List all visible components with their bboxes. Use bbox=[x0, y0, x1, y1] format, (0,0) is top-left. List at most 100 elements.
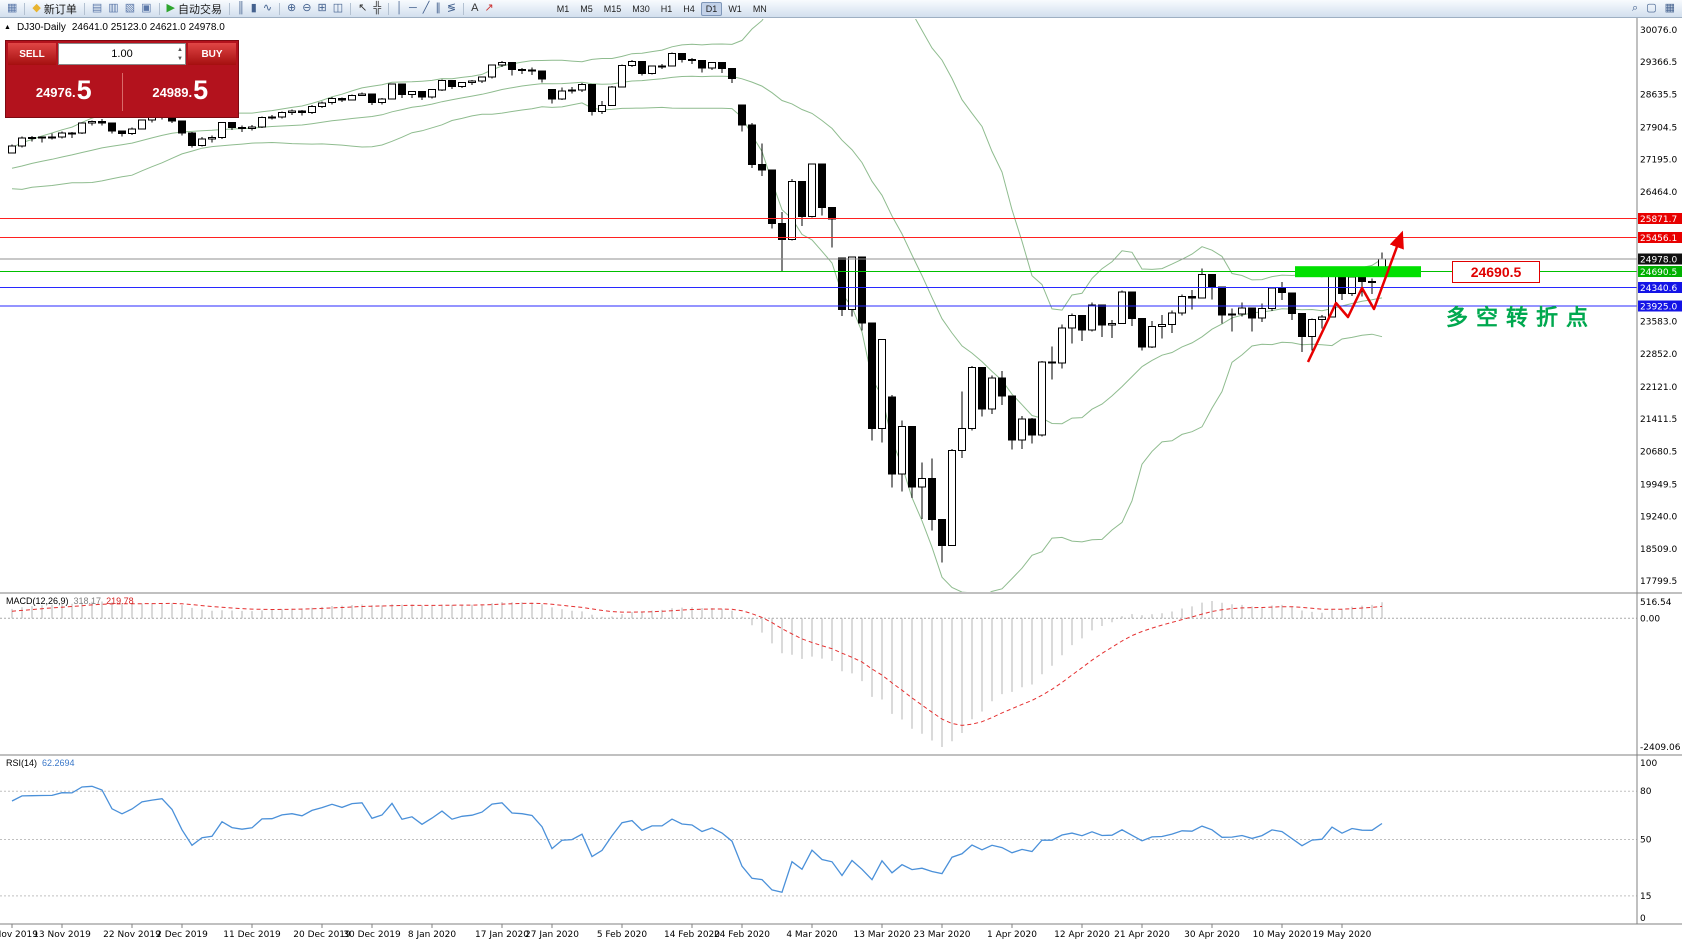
macd-name: MACD(12,26,9) bbox=[6, 596, 69, 606]
svg-text:20680.5: 20680.5 bbox=[1640, 448, 1677, 458]
svg-text:25871.7: 25871.7 bbox=[1640, 215, 1677, 225]
vertical-line-icon[interactable]: │ bbox=[393, 1, 406, 16]
arrow-tool-icon-glyph: ↗ bbox=[484, 2, 494, 14]
svg-text:0.00: 0.00 bbox=[1640, 614, 1660, 624]
svg-text:22852.0: 22852.0 bbox=[1640, 350, 1677, 360]
trendline-icon-glyph: ╱ bbox=[422, 2, 430, 14]
timeframe-m15[interactable]: M15 bbox=[603, 3, 622, 14]
svg-text:21411.5: 21411.5 bbox=[1640, 415, 1677, 425]
volume-up-button[interactable]: ▲ bbox=[177, 46, 183, 53]
svg-text:23 Mar 2020: 23 Mar 2020 bbox=[913, 930, 970, 940]
market-watch-icon[interactable]: ▤ bbox=[89, 1, 105, 16]
terminal-icon[interactable]: ▣ bbox=[138, 1, 154, 16]
chart-marker-icon: ▲ bbox=[4, 24, 11, 31]
zoom-in-icon[interactable]: ⊕ bbox=[284, 1, 299, 16]
line-chart-type-icon[interactable]: ∿ bbox=[260, 1, 275, 16]
toolbar-separator bbox=[350, 2, 352, 15]
timeframe-m30[interactable]: M30 bbox=[632, 3, 650, 14]
buy-price-main: 24989. bbox=[152, 84, 193, 100]
data-window-icon[interactable]: ▥ bbox=[105, 1, 121, 16]
auto-trading-button[interactable]: ▶ 自动交易 bbox=[164, 1, 225, 16]
buy-price[interactable]: 24989. 5 bbox=[123, 67, 239, 117]
crosshair-icon[interactable]: ╬ bbox=[370, 1, 384, 16]
macd-plot bbox=[0, 601, 1637, 747]
trendline-icon[interactable]: ╱ bbox=[420, 1, 433, 16]
svg-text:11 Dec 2019: 11 Dec 2019 bbox=[223, 930, 281, 940]
svg-text:6 Nov 2019: 6 Nov 2019 bbox=[0, 930, 38, 940]
timeframe-d1[interactable]: D1 bbox=[700, 1, 723, 16]
svg-text:50: 50 bbox=[1640, 836, 1652, 846]
svg-text:17799.5: 17799.5 bbox=[1640, 577, 1677, 587]
svg-text:24978.0: 24978.0 bbox=[1640, 255, 1677, 265]
tile-windows-icon[interactable]: ◫ bbox=[330, 1, 346, 16]
channel-icon[interactable]: ∥ bbox=[432, 1, 444, 16]
navigator-icon[interactable]: ▧ bbox=[122, 1, 138, 16]
svg-text:25456.1: 25456.1 bbox=[1640, 234, 1677, 244]
svg-text:27195.0: 27195.0 bbox=[1640, 155, 1677, 165]
timeframe-switcher: M1 M5 M15 M30 H1 H4 D1 W1 MN bbox=[552, 1, 772, 16]
svg-text:28635.5: 28635.5 bbox=[1640, 91, 1677, 101]
svg-text:23925.0: 23925.0 bbox=[1640, 303, 1677, 313]
symbol-timeframe-label: DJ30-Daily bbox=[16, 22, 66, 33]
new-order-button[interactable]: ◆ 新订单 bbox=[29, 1, 79, 16]
horizontal-line-icon[interactable]: ─ bbox=[406, 1, 420, 16]
layout-icon[interactable]: ▦ bbox=[1662, 1, 1678, 16]
svg-text:13 Mar 2020: 13 Mar 2020 bbox=[853, 930, 910, 940]
bar-chart-type-icon[interactable]: ║ bbox=[234, 1, 248, 16]
new-window-icon[interactable]: ▢ bbox=[1643, 1, 1659, 16]
price-axis[interactable]: 30076.0 29366.5 28635.5 27904.5 27195.0 26464… bbox=[0, 18, 1682, 925]
timeframe-w1[interactable]: W1 bbox=[728, 3, 742, 14]
auto-trading-button-label: 自动交易 bbox=[177, 3, 222, 16]
buy-price-pips: 5 bbox=[193, 74, 209, 105]
annotation-text: 多空转折点 bbox=[1446, 305, 1597, 330]
svg-text:15: 15 bbox=[1640, 892, 1651, 902]
arrow-tool-icon[interactable]: ↗ bbox=[481, 1, 496, 16]
toolbar-separator bbox=[228, 2, 230, 15]
auto-trading-button-glyph: ▶ bbox=[166, 2, 175, 14]
search-icon[interactable]: ⌕ bbox=[1629, 1, 1641, 16]
navigator-icon-glyph: ▧ bbox=[124, 2, 136, 14]
sell-price[interactable]: 24976. 5 bbox=[6, 67, 122, 117]
svg-text:30 Apr 2020: 30 Apr 2020 bbox=[1184, 930, 1240, 940]
svg-text:17 Jan 2020: 17 Jan 2020 bbox=[475, 930, 529, 940]
timeframe-mn[interactable]: MN bbox=[752, 3, 767, 14]
timeframe-h4[interactable]: H4 bbox=[683, 3, 695, 14]
fibonacci-icon[interactable]: ≶ bbox=[444, 1, 459, 16]
macd-indicator-label: MACD(12,26,9) 318.17 219.78 bbox=[6, 596, 134, 606]
grid-icon[interactable]: ⊞ bbox=[314, 1, 329, 16]
svg-text:27904.5: 27904.5 bbox=[1640, 123, 1677, 133]
svg-text:516.54: 516.54 bbox=[1640, 598, 1672, 608]
fibonacci-icon-glyph: ≶ bbox=[446, 2, 457, 14]
candles bbox=[8, 52, 1386, 563]
svg-text:30 Dec 2019: 30 Dec 2019 bbox=[343, 930, 401, 940]
buy-button[interactable]: BUY bbox=[188, 43, 236, 65]
market-watch-icon-glyph: ▤ bbox=[91, 2, 103, 14]
zoom-out-icon-glyph: ⊖ bbox=[302, 2, 312, 14]
macd-main-value: 318.17 bbox=[73, 596, 102, 606]
volume-field[interactable]: 1.00 ▲ ▼ bbox=[58, 43, 186, 65]
grid-icon-glyph: ⊞ bbox=[317, 2, 327, 14]
timeframe-h1[interactable]: H1 bbox=[660, 3, 673, 14]
timeframe-m1[interactable]: M1 bbox=[556, 3, 570, 14]
svg-text:22121.0: 22121.0 bbox=[1640, 383, 1677, 393]
ohlc-values: 24641.0 25123.0 24621.0 24978.0 bbox=[71, 22, 225, 33]
zoom-out-icon[interactable]: ⊖ bbox=[299, 1, 314, 16]
candlestick-type-icon[interactable]: ▮ bbox=[248, 1, 260, 16]
svg-text:1 Apr 2020: 1 Apr 2020 bbox=[987, 930, 1037, 940]
volume-down-button[interactable]: ▼ bbox=[177, 55, 183, 62]
svg-text:26464.0: 26464.0 bbox=[1640, 188, 1677, 198]
svg-text:0: 0 bbox=[1640, 914, 1646, 924]
svg-text:2 Dec 2019: 2 Dec 2019 bbox=[156, 930, 208, 940]
cursor-icon[interactable]: ↖ bbox=[355, 1, 370, 16]
price-callout: 24690.5 bbox=[1452, 261, 1540, 283]
chart-window-icon[interactable]: ▦ bbox=[4, 1, 20, 16]
trend-arrow bbox=[1306, 230, 1404, 363]
vertical-line-icon-glyph: │ bbox=[396, 2, 403, 14]
svg-text:12 Apr 2020: 12 Apr 2020 bbox=[1054, 930, 1110, 940]
text-tool-icon[interactable]: A bbox=[468, 1, 481, 16]
svg-text:14 Feb 2020: 14 Feb 2020 bbox=[664, 930, 720, 940]
sell-button[interactable]: SELL bbox=[8, 43, 56, 65]
timeframe-m5[interactable]: M5 bbox=[580, 3, 593, 14]
